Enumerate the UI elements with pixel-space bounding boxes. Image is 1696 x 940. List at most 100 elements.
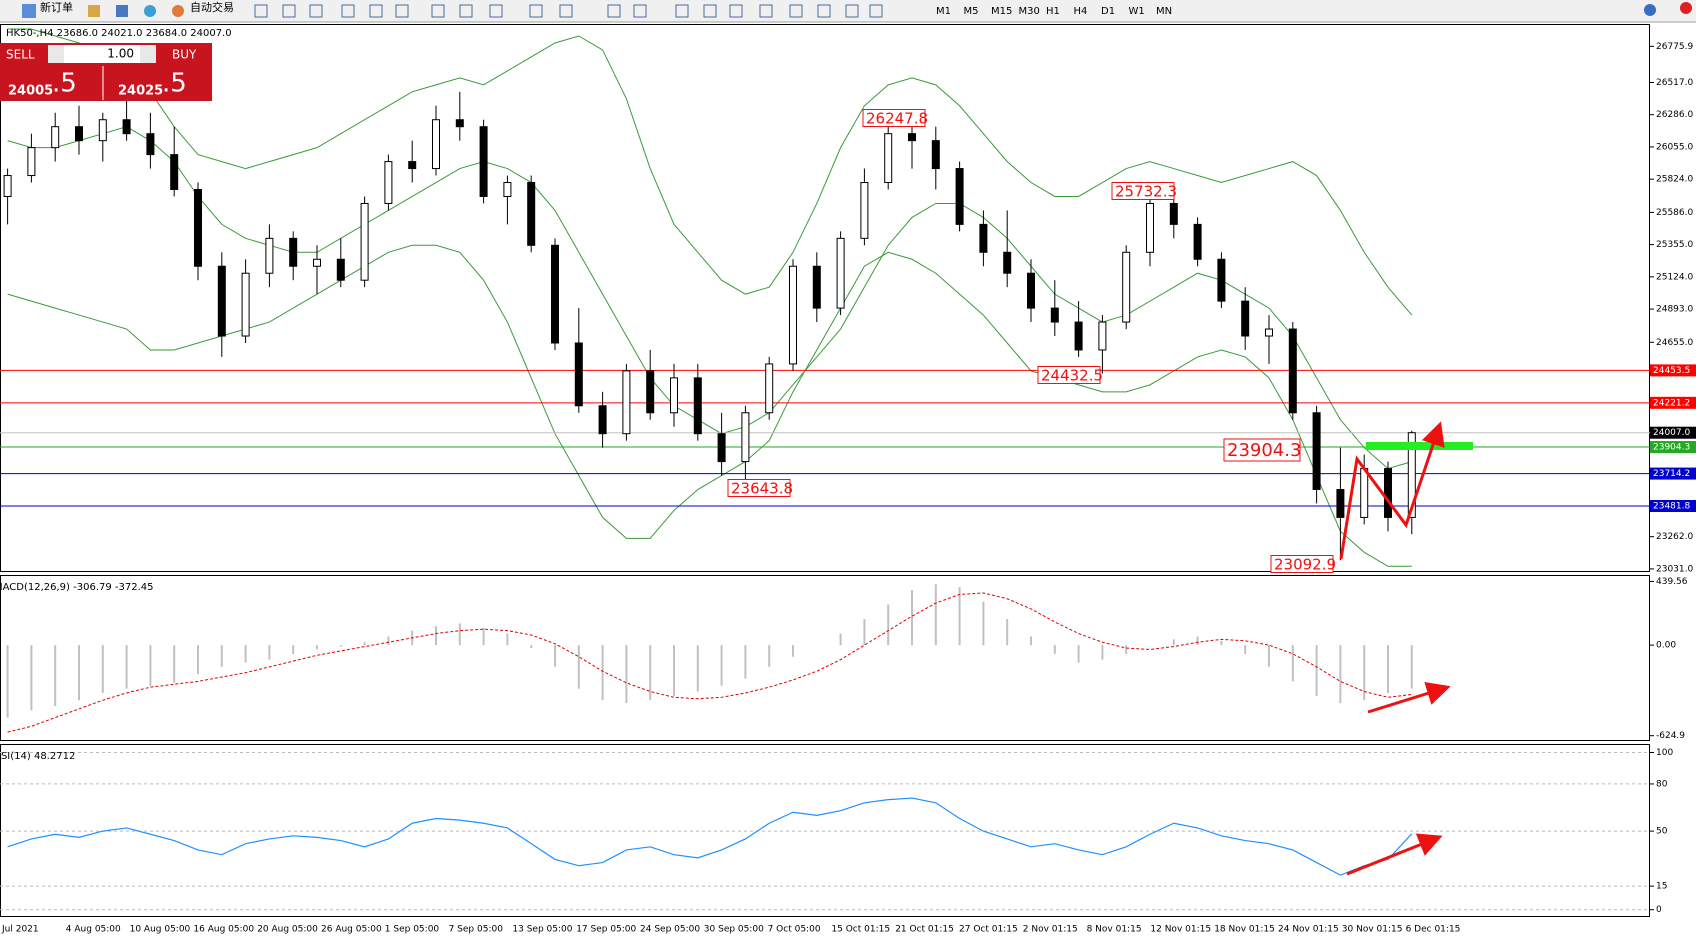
axes: 26775.9 26517.0 26286.0 26055.0 25824.0 25586…	[1650, 42, 1696, 915]
price-annotation-box	[1037, 366, 1101, 384]
tool-icon[interactable]	[309, 4, 323, 18]
tool-icon[interactable]	[395, 4, 409, 18]
auto-trading-icon[interactable]	[172, 5, 184, 17]
x-tick-label: 30 Sep 05:00	[704, 925, 764, 935]
timeframe-button[interactable]: MN	[1156, 6, 1172, 17]
candle-body	[1003, 251, 1012, 274]
new-order-button[interactable]: 新订单	[40, 0, 73, 14]
timeframe-button[interactable]: M15	[991, 6, 1012, 17]
timeframe-button[interactable]: H1	[1046, 6, 1060, 17]
y-tick-label: 26775.9	[1656, 42, 1693, 52]
lot-down[interactable]	[48, 45, 64, 63]
price-level-label: 24221.2	[1653, 398, 1690, 408]
tool-icon[interactable]	[282, 4, 296, 18]
search-icon[interactable]	[1644, 4, 1656, 16]
tool-icon[interactable]	[431, 4, 445, 18]
y-tick-label: 80	[1656, 779, 1668, 789]
x-tick-label: 18 Nov 01:15	[1214, 925, 1275, 935]
candle-body	[979, 223, 988, 253]
candle-body	[146, 133, 155, 156]
main-panel	[0, 24, 1650, 572]
toolbar	[0, 0, 1696, 22]
x-tick-label: 27 Oct 01:15	[959, 925, 1018, 935]
tool-icon[interactable]	[607, 4, 621, 18]
timeframe-button[interactable]: M5	[964, 6, 979, 17]
lot-input[interactable]	[64, 45, 140, 63]
candle-body	[289, 237, 298, 267]
timeframe-button[interactable]: H4	[1074, 6, 1088, 17]
timeframe-button[interactable]: M30	[1019, 6, 1040, 17]
tool-icon[interactable]	[869, 4, 883, 18]
bollinger-band	[7, 28, 1413, 316]
macd-arrow	[1367, 681, 1451, 714]
x-tick-label: 26 Aug 05:00	[321, 925, 382, 935]
candle-body	[1241, 300, 1250, 337]
candle-body	[955, 168, 964, 225]
tool-icon[interactable]	[633, 4, 647, 18]
support-zone	[1366, 442, 1473, 450]
candle-body	[1193, 223, 1202, 260]
tool-icon[interactable]	[254, 4, 268, 18]
tool-icon[interactable]	[529, 4, 543, 18]
candle-body	[717, 433, 726, 463]
candle-body	[432, 119, 440, 170]
tool-icon[interactable]	[369, 4, 383, 18]
price-annotation-box	[727, 479, 791, 497]
tool-icon[interactable]	[789, 4, 803, 18]
candle-body	[1384, 468, 1392, 518]
x-tick-label: 13 Sep 05:00	[512, 925, 572, 935]
tool-icon[interactable]	[489, 4, 503, 18]
x-tick-label: 24 Nov 01:15	[1278, 925, 1339, 935]
candle-body	[360, 202, 369, 281]
bollinger-band	[7, 126, 1412, 470]
candle-body	[408, 161, 417, 170]
tool-icon[interactable]	[459, 4, 473, 18]
tool-icon[interactable]	[759, 4, 773, 18]
bid-pips[interactable]: .5	[52, 69, 77, 99]
rsi-arrow	[1346, 833, 1443, 876]
x-tick-label: 8 Nov 01:15	[1087, 925, 1142, 935]
candle-body	[1146, 202, 1154, 253]
lot-up[interactable]	[140, 45, 156, 63]
timeframe-button[interactable]: D1	[1101, 6, 1115, 17]
candle-body	[241, 272, 250, 337]
tool-icon[interactable]	[703, 4, 717, 18]
ask-price[interactable]: 24025	[118, 84, 163, 99]
rsi-title: RSI(14) 48.2712	[0, 751, 75, 762]
notification-icon[interactable]	[1680, 2, 1692, 14]
timeframe-button[interactable]: M1	[936, 6, 951, 17]
x-tick-label: 6 Dec 01:15	[1406, 925, 1461, 935]
bid-price[interactable]: 24005	[8, 84, 53, 99]
price-annotation: 25732.3	[1115, 183, 1177, 201]
x-tick-label: 20 Aug 05:00	[257, 925, 318, 935]
candle-body	[455, 119, 464, 128]
buy-button[interactable]: BUY	[172, 48, 197, 62]
tool-icon[interactable]	[729, 4, 743, 18]
y-tick-label: 100	[1656, 748, 1673, 758]
icon[interactable]	[88, 5, 100, 17]
candle-body	[122, 119, 131, 135]
icon[interactable]	[116, 5, 128, 17]
tool-icon[interactable]	[675, 4, 689, 18]
tool-icon[interactable]	[559, 4, 573, 18]
x-tick-label: 17 Sep 05:00	[576, 925, 636, 935]
icon[interactable]	[144, 5, 156, 17]
tool-icon[interactable]	[817, 4, 831, 18]
y-tick-label: 23031.0	[1656, 564, 1693, 574]
lot-value[interactable]: 1.00	[107, 47, 134, 61]
price-annotation-box	[1270, 555, 1334, 573]
candle-body	[551, 244, 559, 344]
candle-body	[741, 412, 750, 463]
timeframe-button[interactable]: W1	[1129, 6, 1145, 17]
price-annotation: 23904.3	[1227, 440, 1301, 461]
auto-trading-button[interactable]: 自动交易	[190, 0, 234, 14]
tool-icon[interactable]	[845, 4, 859, 18]
y-tick-label: 25124.0	[1656, 272, 1693, 282]
x-tick-label: 15 Oct 01:15	[831, 925, 890, 935]
ask-pips[interactable]: .5	[162, 69, 187, 99]
candle-body	[27, 147, 36, 177]
new-order-icon[interactable]	[22, 4, 36, 18]
tool-icon[interactable]	[341, 4, 355, 18]
sell-button[interactable]: SELL	[6, 48, 35, 62]
price-annotation: 23092.9	[1274, 556, 1336, 574]
